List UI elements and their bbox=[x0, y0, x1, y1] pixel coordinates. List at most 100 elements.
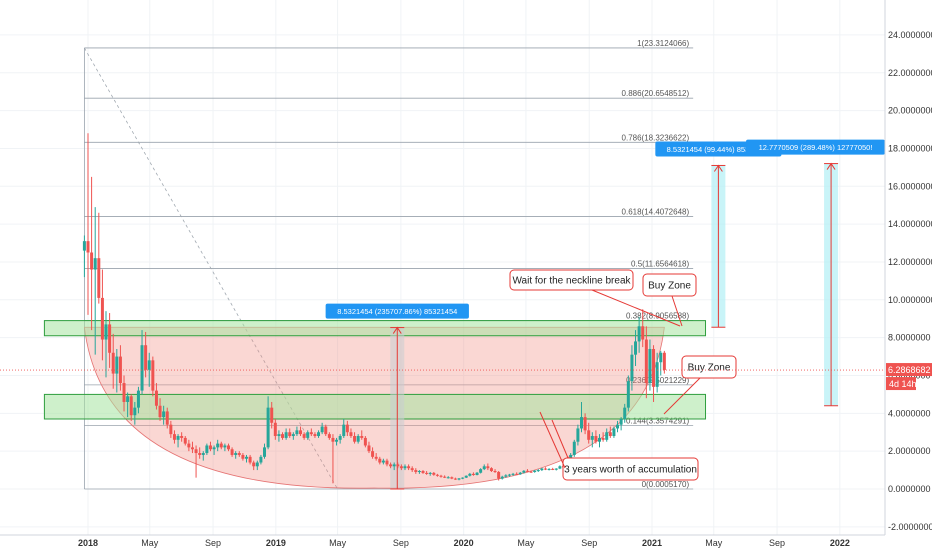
candle-body bbox=[212, 447, 216, 450]
x-tick-label: May bbox=[517, 538, 535, 548]
measure-label: 12.7770509 (289.48%) 12777050! bbox=[759, 143, 873, 152]
candle-body bbox=[331, 437, 335, 442]
candle-body bbox=[154, 390, 158, 406]
candle-body bbox=[612, 428, 616, 437]
callout-pointer bbox=[591, 289, 681, 327]
x-tick-label: Sep bbox=[393, 538, 409, 548]
candle-body bbox=[335, 439, 339, 442]
candle-body bbox=[205, 445, 209, 454]
candle-body bbox=[471, 473, 475, 475]
candle-body bbox=[453, 478, 457, 480]
measure-arrow-icon bbox=[713, 164, 723, 172]
candle-body bbox=[356, 436, 360, 442]
candle-body bbox=[468, 473, 472, 476]
candle-body bbox=[147, 360, 151, 370]
candle-body bbox=[180, 436, 184, 438]
candle-body bbox=[403, 466, 407, 469]
y-tick-label: 12.0000000 bbox=[888, 257, 932, 267]
x-tick-label: 2020 bbox=[454, 538, 474, 548]
callout-box bbox=[642, 273, 697, 297]
candle-body bbox=[201, 453, 205, 455]
price-measures: 8.5321454 (235707.86%) 85321454 8.5321454… bbox=[325, 139, 885, 490]
y-tick-label: -2.0000000 bbox=[888, 522, 932, 532]
candle-body bbox=[367, 445, 371, 452]
callout-pointer bbox=[671, 295, 683, 327]
candle-body bbox=[104, 324, 108, 340]
candle-body bbox=[158, 405, 162, 418]
y-tick-label: 16.0000000 bbox=[888, 181, 932, 191]
candle-body bbox=[342, 424, 346, 437]
candle-body bbox=[162, 411, 166, 418]
candle-body bbox=[414, 470, 418, 472]
candle-body bbox=[399, 466, 403, 469]
y-tick-label: 4.0000000 bbox=[888, 408, 931, 418]
y-tick-label: 2.0000000 bbox=[888, 446, 931, 456]
candle-body bbox=[547, 468, 551, 470]
candle-body bbox=[273, 422, 277, 437]
candle-body bbox=[594, 436, 598, 442]
candle-body bbox=[533, 470, 537, 472]
candle-body bbox=[439, 475, 443, 477]
y-tick-label: 20.0000000 bbox=[888, 106, 932, 116]
y-tick-label: 10.0000000 bbox=[888, 295, 932, 305]
candle-body bbox=[165, 411, 169, 425]
candle-body bbox=[360, 436, 364, 438]
candle-body bbox=[641, 326, 645, 340]
callout-pointer bbox=[539, 411, 566, 469]
x-tick-label: May bbox=[329, 538, 347, 548]
candle-body bbox=[270, 407, 274, 423]
callout-box bbox=[681, 355, 737, 379]
candle-body bbox=[655, 362, 659, 387]
candle-body bbox=[608, 432, 612, 437]
x-tick-label: 2019 bbox=[266, 538, 286, 548]
candle-body bbox=[518, 472, 522, 475]
candle-body bbox=[82, 241, 86, 251]
candle-body bbox=[443, 476, 447, 478]
y-tick-label: 8.0000000 bbox=[888, 333, 931, 343]
candle-body bbox=[558, 466, 562, 469]
candle-body bbox=[198, 453, 202, 455]
candle-body bbox=[605, 432, 609, 440]
measure-badge bbox=[325, 303, 469, 319]
candle-body bbox=[223, 445, 227, 448]
candle-body bbox=[237, 453, 241, 455]
fib-level-label: 0.786(18.3236622) bbox=[622, 133, 690, 142]
candle-body bbox=[536, 470, 540, 472]
candle-body bbox=[136, 390, 140, 408]
candle-body bbox=[324, 426, 328, 435]
measure-arrow-icon bbox=[826, 162, 836, 170]
candle-body bbox=[100, 297, 104, 340]
candle-body bbox=[317, 432, 321, 437]
candle-body bbox=[493, 471, 497, 473]
candle-body bbox=[234, 453, 238, 455]
x-tick-label: Sep bbox=[205, 538, 221, 548]
candle-body bbox=[648, 348, 652, 384]
measure-badge bbox=[746, 139, 885, 155]
candle-body bbox=[432, 472, 436, 475]
annotations: Wait for the neckline break Buy Zone Buy Z… bbox=[0, 269, 885, 481]
candle-body bbox=[371, 451, 375, 457]
measure-label: 8.5321454 (99.44%) 85321454 bbox=[667, 145, 770, 154]
candle-body bbox=[396, 464, 400, 467]
candle-body bbox=[619, 418, 623, 425]
candle-body bbox=[623, 407, 627, 419]
candle-body bbox=[248, 456, 252, 463]
candle-body bbox=[421, 471, 425, 473]
candle-body bbox=[489, 468, 493, 472]
candle-body bbox=[169, 424, 173, 435]
y-axis[interactable]: 24.0000000 22.0000000 20.0000000 18.0000000… bbox=[884, 0, 932, 535]
candle-body bbox=[309, 432, 313, 435]
candle-body bbox=[338, 436, 342, 440]
measure-label: 8.5321454 (235707.86%) 85321454 bbox=[337, 307, 457, 316]
x-axis[interactable]: 2018 May Sep 2019 May Sep 2020 May Sep 2021 May Sep… bbox=[0, 534, 885, 548]
candle-body bbox=[219, 443, 223, 448]
candle-body bbox=[345, 424, 349, 433]
candle-body bbox=[583, 417, 587, 431]
candle-body bbox=[410, 468, 414, 471]
candle-body bbox=[515, 473, 519, 475]
candle-body bbox=[133, 407, 137, 416]
candle-body bbox=[266, 407, 270, 448]
candle-body bbox=[320, 426, 324, 433]
candle-body bbox=[108, 324, 112, 353]
